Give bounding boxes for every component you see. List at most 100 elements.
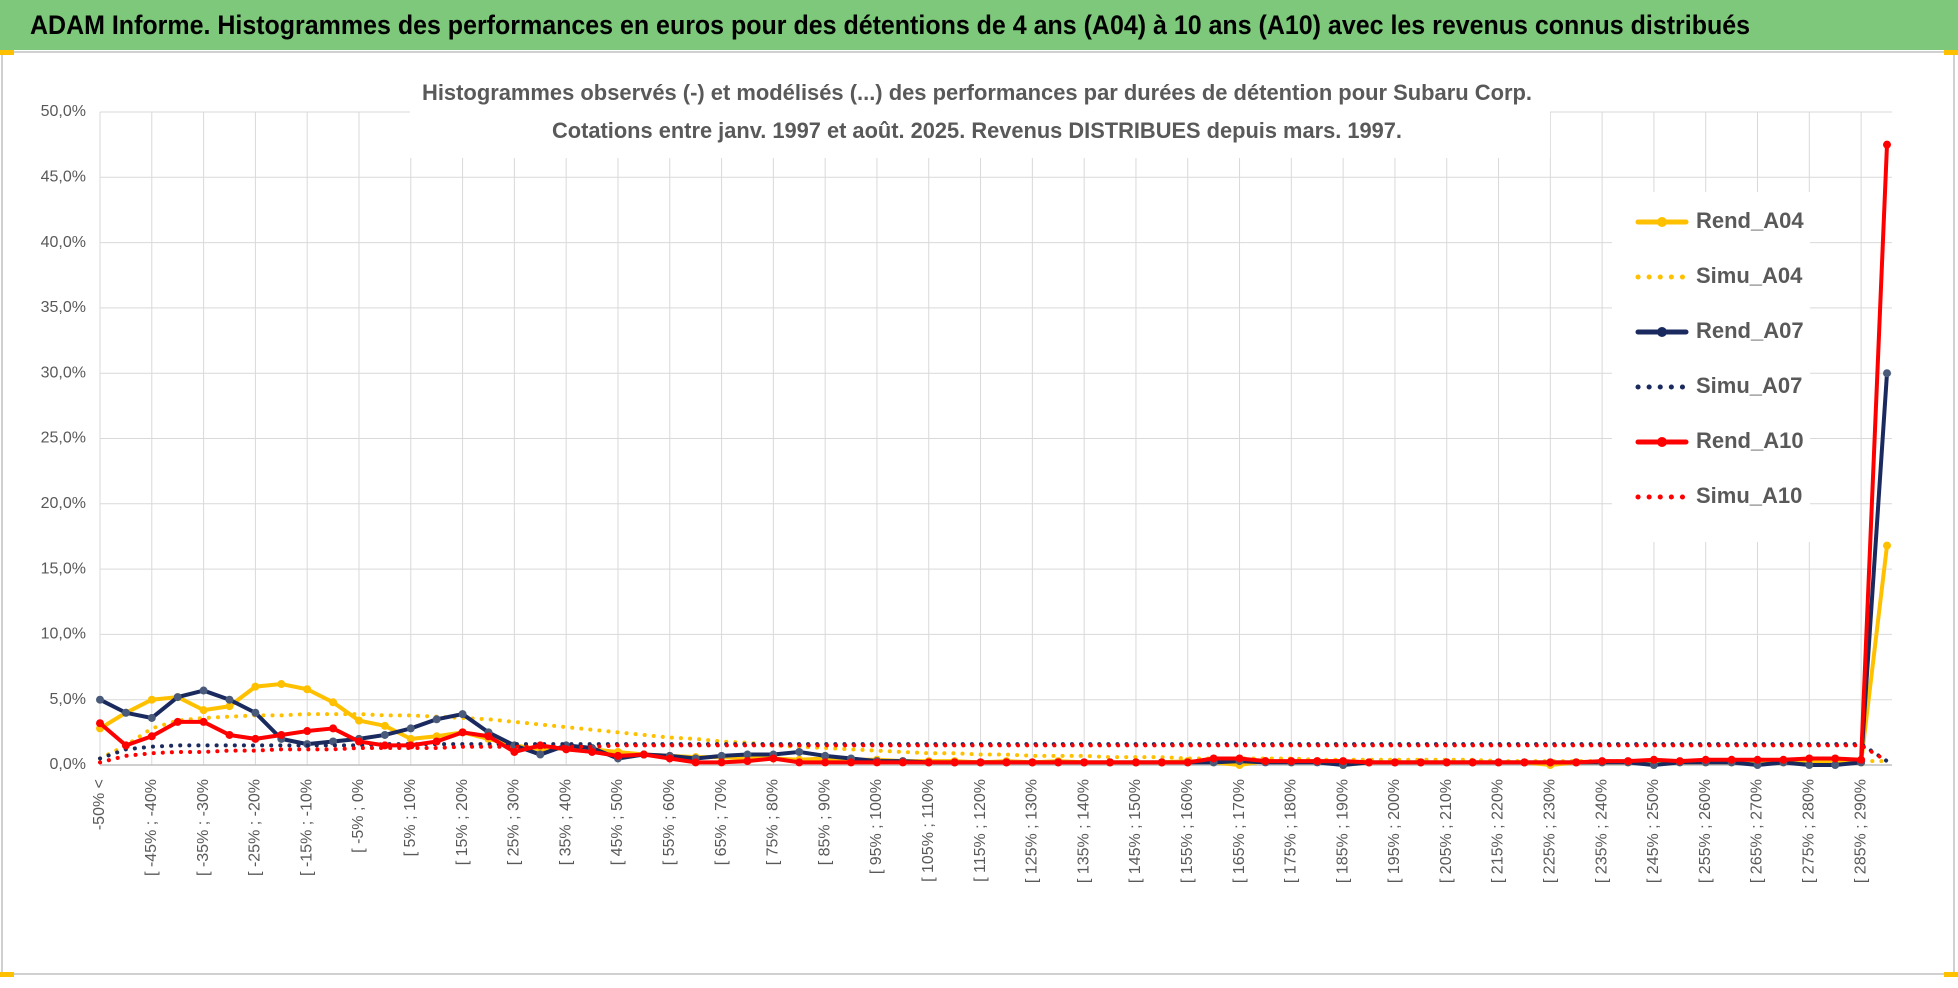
point bbox=[1494, 758, 1503, 767]
y-tick-label: 5,0% bbox=[50, 691, 86, 708]
header-title: ADAM Informe. Histogrammes des performan… bbox=[30, 10, 1750, 40]
x-tick-label: [ 155% ; 160% bbox=[1179, 779, 1196, 883]
point bbox=[432, 715, 441, 724]
legend-label: Rend_A04 bbox=[1696, 208, 1804, 233]
point bbox=[251, 708, 260, 717]
point bbox=[847, 758, 856, 767]
y-tick-label: 10,0% bbox=[41, 626, 86, 643]
point bbox=[1287, 757, 1296, 766]
point bbox=[1857, 755, 1866, 764]
point bbox=[1002, 758, 1011, 767]
point bbox=[1131, 758, 1140, 767]
legend-label: Simu_A04 bbox=[1696, 263, 1803, 288]
x-tick-label: [ 265% ; 270% bbox=[1749, 779, 1766, 883]
point bbox=[1416, 758, 1425, 767]
point bbox=[354, 716, 363, 725]
legend-label: Rend_A10 bbox=[1696, 428, 1804, 453]
legend-label: Simu_A10 bbox=[1696, 483, 1802, 508]
point bbox=[1675, 757, 1684, 766]
y-tick-label: 25,0% bbox=[41, 430, 86, 447]
point bbox=[1261, 757, 1270, 766]
x-tick-label: [ 15% ; 20% bbox=[454, 779, 471, 865]
legend-marker bbox=[1657, 437, 1667, 447]
point bbox=[251, 682, 260, 691]
point bbox=[173, 693, 182, 702]
point bbox=[406, 724, 415, 733]
corner bbox=[1944, 972, 1958, 977]
x-tick-label: [ 255% ; 260% bbox=[1697, 779, 1714, 883]
point bbox=[484, 732, 493, 741]
point bbox=[1572, 758, 1581, 767]
point bbox=[1313, 757, 1322, 766]
plot: 0,0% 5,0% 10,0% 15,0% 20,0% 25,0% 30,0% 35,0% 40… bbox=[41, 103, 1892, 883]
point bbox=[1701, 755, 1710, 764]
point bbox=[1157, 758, 1166, 767]
point bbox=[277, 730, 286, 739]
x-tick-label: [ 125% ; 130% bbox=[1024, 779, 1041, 883]
x-tick-label: [ 205% ; 210% bbox=[1438, 779, 1455, 883]
corner bbox=[1944, 50, 1958, 55]
x-tick-label: [ -25% ; -20% bbox=[247, 779, 264, 876]
x-tick-label: [ 5% ; 10% bbox=[402, 779, 419, 856]
point bbox=[96, 719, 104, 728]
point bbox=[795, 758, 804, 767]
point bbox=[147, 695, 156, 704]
x-tick-label: [ 25% ; 30% bbox=[506, 779, 523, 865]
point bbox=[1235, 754, 1244, 763]
y-tick-label: 45,0% bbox=[41, 169, 86, 186]
x-tick-label: [ -5% ; 0% bbox=[350, 779, 367, 853]
point bbox=[1468, 758, 1477, 767]
point bbox=[743, 750, 752, 759]
chart-subtitle: Cotations entre janv. 1997 et août. 2025… bbox=[552, 118, 1402, 143]
x-tick-label: [ 85% ; 90% bbox=[816, 779, 833, 865]
x-tick-label: [ 215% ; 220% bbox=[1490, 779, 1507, 883]
legend-marker bbox=[1657, 217, 1667, 227]
x-tick-label: [ 75% ; 80% bbox=[765, 779, 782, 865]
point bbox=[1183, 758, 1192, 767]
point bbox=[1753, 755, 1762, 764]
point bbox=[251, 734, 260, 743]
x-tick-label: [ -15% ; -10% bbox=[298, 779, 315, 876]
x-tick-label: [ -35% ; -30% bbox=[195, 779, 212, 876]
point bbox=[225, 702, 234, 711]
point bbox=[432, 737, 441, 746]
point bbox=[510, 747, 519, 756]
point bbox=[1106, 758, 1115, 767]
x-tick-label: [ 225% ; 230% bbox=[1542, 779, 1559, 883]
x-tick-label: [ 195% ; 200% bbox=[1386, 779, 1403, 883]
y-tick-label: 50,0% bbox=[41, 103, 86, 120]
point bbox=[1520, 758, 1529, 767]
point bbox=[821, 751, 830, 760]
legend-label: Simu_A07 bbox=[1696, 373, 1802, 398]
x-tick-label: [ 145% ; 150% bbox=[1127, 779, 1144, 883]
point bbox=[1054, 758, 1063, 767]
point bbox=[795, 747, 804, 756]
x-tick-label: [ 135% ; 140% bbox=[1075, 779, 1092, 883]
legend-marker bbox=[1657, 327, 1667, 337]
y-tick-label: 20,0% bbox=[41, 495, 86, 512]
point bbox=[536, 750, 545, 759]
point bbox=[1883, 369, 1891, 378]
point bbox=[588, 747, 597, 756]
point bbox=[1779, 755, 1788, 764]
legend-label: Rend_A07 bbox=[1696, 318, 1804, 343]
point bbox=[199, 717, 208, 726]
point bbox=[1390, 758, 1399, 767]
point bbox=[1831, 754, 1840, 763]
point bbox=[872, 758, 881, 767]
point bbox=[613, 751, 622, 760]
point bbox=[536, 741, 545, 750]
header-bar bbox=[0, 0, 1958, 50]
y-tick-label: 35,0% bbox=[41, 299, 86, 316]
point bbox=[717, 751, 726, 760]
point bbox=[380, 730, 389, 739]
point bbox=[1805, 754, 1814, 763]
point bbox=[173, 717, 182, 726]
x-tick-label: [ 165% ; 170% bbox=[1231, 779, 1248, 883]
x-tick-label: [ -45% ; -40% bbox=[143, 779, 160, 876]
y-tick-label: 0,0% bbox=[50, 756, 86, 773]
x-tick-label: [ 45% ; 50% bbox=[609, 779, 626, 865]
point bbox=[225, 730, 234, 739]
point bbox=[147, 732, 156, 741]
point bbox=[121, 741, 130, 750]
